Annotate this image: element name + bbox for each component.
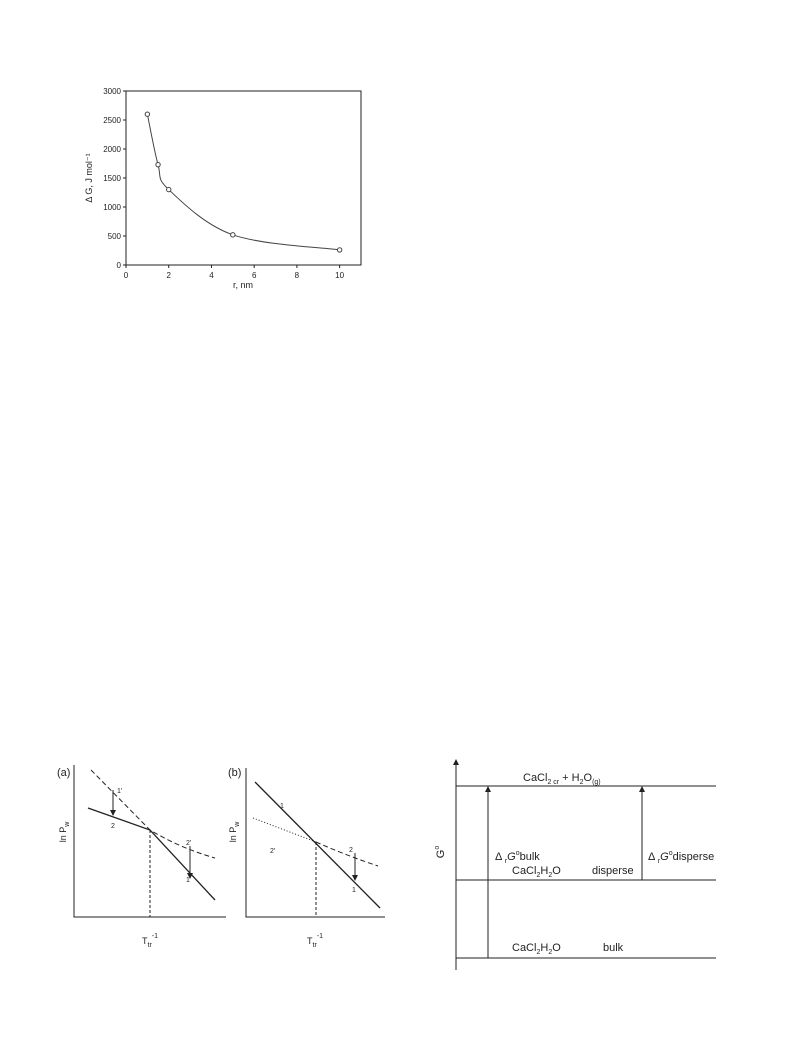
y-axis-label: Go (434, 846, 447, 859)
curve-label: 1 (352, 887, 356, 894)
curve-label: 2' (186, 840, 191, 847)
data-point (155, 161, 161, 168)
y-tick-label: 0 (117, 261, 122, 270)
y-tick-label: 2500 (103, 116, 121, 125)
energy-diagram: Go CaCl2 cr + H2O(g) Δ rGobulk Δ rGodisp… (434, 759, 716, 970)
axes (245, 768, 385, 918)
curve-label: 1 (280, 803, 284, 810)
data-point (230, 232, 236, 238)
data-point (166, 186, 172, 193)
y-tick-label: 2000 (103, 145, 121, 154)
level-label: CaCl2H2O bulk (512, 942, 624, 956)
x-tick-label: 10 (335, 271, 344, 280)
dashed-curve (315, 841, 379, 867)
panel-label: (a) (57, 767, 70, 779)
data-point (336, 247, 343, 253)
x-tick-label: 0 (124, 271, 129, 280)
x-tick-label: 2 (167, 271, 172, 280)
curve-label: 1' (117, 788, 122, 795)
arrow-label: Δ rGodisperse (648, 850, 714, 865)
diagram-b: (b) 1 2' 2 1 ln Pw Ttr-1 (228, 767, 385, 949)
level-label: CaCl2 cr + H2O(g) (523, 772, 601, 786)
x-axis-label: Ttr-1 (142, 933, 158, 949)
y-axis-label: ln Pw (58, 821, 71, 843)
data-line (146, 114, 340, 251)
x-tick-label: 6 (252, 271, 257, 280)
curve-label: 2' (270, 848, 275, 855)
y-tick-label: 1500 (103, 174, 121, 183)
dashed-curve (90, 769, 216, 859)
x-axis-label: Ttr-1 (307, 933, 323, 949)
level-label: CaCl2H2O disperse (512, 865, 634, 879)
solid-line (254, 781, 381, 909)
y-tick-label: 500 (108, 232, 122, 241)
y-axis-label: ln Pw (228, 821, 241, 843)
x-axis-label: r, nm (233, 280, 253, 290)
solid-curve (87, 807, 216, 901)
curve-label: 2 (349, 847, 353, 854)
arrow-label: Δ rGobulk (495, 850, 540, 865)
x-tick-label: 4 (209, 271, 214, 280)
dotted-line (252, 817, 317, 843)
curve-label: 2 (111, 823, 115, 830)
x-tick-label: 8 (295, 271, 300, 280)
diagram-a: (a) 1' 2 2' 1 ln Pw Ttr-1 (57, 765, 226, 949)
chart: r, nm Δ G, J mol⁻¹ 0 2 4 6 8 10 0 500 1000 1500 20… (84, 87, 362, 290)
plot-frame (125, 90, 362, 266)
y-tick-label: 3000 (103, 87, 121, 96)
y-tick-label: 1000 (103, 203, 121, 212)
y-axis-label: Δ G, J mol⁻¹ (84, 153, 94, 202)
axes (73, 765, 226, 918)
panel-label: (b) (228, 767, 241, 779)
data-point (144, 111, 151, 117)
curve-label: 1 (186, 877, 190, 884)
